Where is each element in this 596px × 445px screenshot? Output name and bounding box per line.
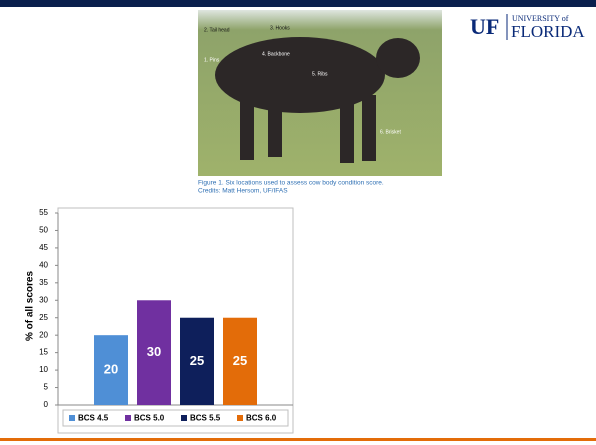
cow-leg: [362, 95, 376, 161]
legend-label: BCS 4.5: [78, 414, 109, 423]
photo-label: 1. Pins: [204, 57, 220, 63]
y-tick-label: 30: [39, 295, 48, 304]
y-tick-label: 45: [39, 243, 48, 252]
y-tick-label: 15: [39, 348, 48, 357]
y-tick-label: 5: [44, 383, 49, 392]
legend-label: BCS 6.0: [246, 414, 277, 423]
value-label: 25: [233, 353, 247, 368]
y-tick-label: 25: [39, 313, 48, 322]
y-tick-label: 0: [44, 400, 49, 409]
bottom-bar: [0, 438, 596, 441]
legend-label: BCS 5.5: [190, 414, 221, 423]
photo: 2. Tail head 3. Hooks 1. Pins 4. Backbon…: [198, 10, 442, 176]
y-axis-title: % of all scores: [25, 271, 36, 341]
value-label: 20: [104, 362, 118, 377]
y-tick-label: 55: [39, 208, 48, 217]
cow-leg: [340, 95, 354, 163]
logo-name: FLORIDA: [511, 22, 585, 41]
legend-swatch: [125, 415, 131, 421]
legend-swatch: [181, 415, 187, 421]
slide: 2. Tail head 3. Hooks 1. Pins 4. Backbon…: [0, 0, 596, 445]
legend-swatch: [69, 415, 75, 421]
photo-label: 4. Backbone: [262, 51, 290, 57]
caption: Figure 1. Six locations used to assess c…: [198, 180, 384, 187]
photo-label: 5. Ribs: [312, 71, 328, 77]
value-label: 30: [147, 344, 161, 359]
legend-label: BCS 5.0: [134, 414, 165, 423]
page: 2. Tail head 3. Hooks 1. Pins 4. Backbon…: [0, 0, 596, 445]
y-tick-label: 35: [39, 278, 48, 287]
logo-mark: UF: [470, 14, 499, 39]
y-tick-label: 50: [39, 226, 48, 235]
y-tick-label: 20: [39, 330, 48, 339]
y-tick-label: 10: [39, 365, 48, 374]
top-bar: [0, 0, 596, 7]
photo-label: 2. Tail head: [204, 27, 230, 33]
cow-leg: [240, 95, 254, 160]
legend-swatch: [237, 415, 243, 421]
cow-leg: [268, 95, 282, 157]
photo-label: 6. Brisket: [380, 129, 401, 135]
caption: Credits: Matt Hersom, UF/IFAS: [198, 188, 288, 195]
y-tick-label: 40: [39, 260, 48, 269]
value-label: 25: [190, 353, 204, 368]
photo-label: 3. Hooks: [270, 25, 290, 31]
cow-head: [376, 38, 420, 78]
